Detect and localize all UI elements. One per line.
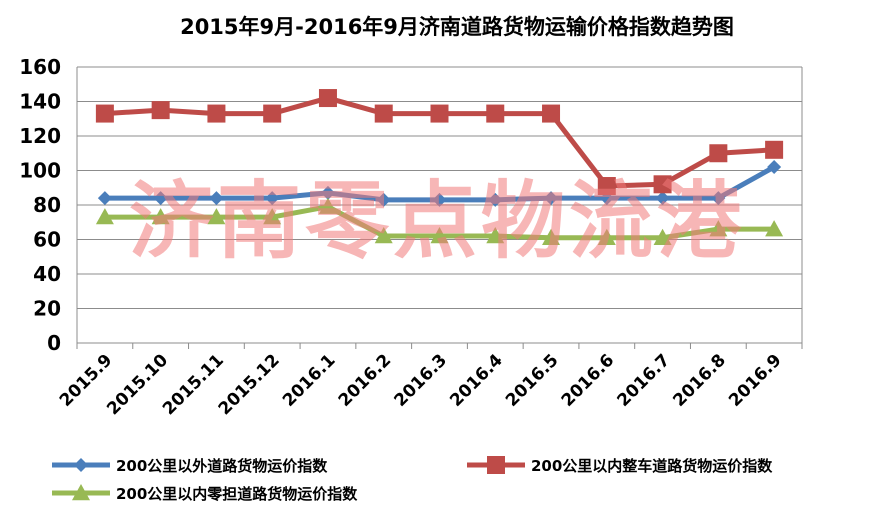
data-point [376, 192, 391, 207]
data-point [263, 104, 282, 123]
data-point [151, 208, 170, 225]
chart-title: 2015年9月-2016年9月济南道路货物运输价格指数趋势图 [180, 15, 734, 39]
data-point [207, 104, 226, 123]
x-tick-label: 2016.4 [446, 350, 507, 411]
legend-item-2: 200公里以内整车道路货物运价指数 [467, 456, 773, 475]
data-point [486, 227, 505, 244]
data-point [318, 197, 337, 214]
y-tick-label: 140 [19, 90, 61, 114]
x-tick-label: 2015.12 [215, 350, 284, 419]
legend-label: 200公里以内零担道路货物运价指数 [116, 485, 358, 503]
data-point [544, 191, 559, 206]
y-tick-label: 160 [19, 55, 61, 79]
data-point [95, 208, 114, 225]
x-tick-label: 2016.5 [502, 350, 563, 411]
data-point [709, 220, 728, 237]
data-point [709, 144, 728, 163]
series-2 [95, 89, 784, 196]
legend-label: 200公里以外道路货物运价指数 [116, 457, 328, 475]
data-point [653, 228, 672, 245]
data-point [74, 458, 88, 472]
data-point [95, 104, 114, 123]
data-point [488, 192, 503, 207]
y-tick-label: 0 [47, 331, 61, 355]
y-tick-label: 60 [33, 228, 61, 252]
x-tick-label: 2016.1 [279, 350, 340, 411]
data-point [320, 185, 335, 200]
data-point [374, 227, 393, 244]
data-point [430, 104, 449, 123]
x-tick-label: 2016.3 [391, 350, 452, 411]
data-point [542, 228, 561, 245]
x-tick-label: 2016.9 [725, 350, 786, 411]
data-point [653, 175, 672, 194]
y-axis-ticks: 0 20 40 60 80 100 120 140 160 [19, 55, 61, 355]
data-point [487, 456, 505, 474]
data-point [265, 191, 280, 206]
series-lines [95, 89, 784, 245]
data-point [597, 228, 616, 245]
data-point [153, 191, 168, 206]
legend: 200公里以外道路货物运价指数 200公里以内整车道路货物运价指数 200公里以内零… [52, 456, 773, 503]
data-point [209, 191, 224, 206]
data-point [207, 208, 226, 225]
x-axis-ticks: 2015.92015.102015.112015.122016.12016.22… [56, 350, 786, 419]
x-tick-label: 2016.6 [558, 350, 619, 411]
x-tick-label: 2016.7 [614, 350, 675, 411]
data-point [765, 220, 784, 237]
data-point [97, 191, 112, 206]
series-3 [95, 197, 784, 245]
y-tick-label: 80 [33, 193, 61, 217]
y-tick-label: 40 [33, 262, 61, 286]
data-point [151, 101, 170, 120]
data-point [430, 227, 449, 244]
data-point [374, 104, 393, 123]
data-point [263, 208, 282, 225]
legend-label: 200公里以内整车道路货物运价指数 [531, 457, 773, 475]
data-point [542, 104, 561, 123]
data-point [767, 160, 782, 175]
x-tick-label: 2016.8 [669, 350, 730, 411]
y-tick-label: 120 [19, 124, 61, 148]
data-point [318, 89, 337, 108]
data-point [711, 191, 726, 206]
y-tick-label: 100 [19, 159, 61, 183]
data-point [597, 177, 616, 196]
data-point [72, 484, 90, 501]
data-point [765, 140, 784, 159]
legend-item-1: 200公里以外道路货物运价指数 [52, 457, 328, 475]
x-tick-label: 2016.2 [335, 350, 396, 411]
legend-item-3: 200公里以内零担道路货物运价指数 [52, 484, 358, 503]
data-point [486, 104, 505, 123]
data-point [432, 192, 447, 207]
y-tick-label: 20 [33, 297, 61, 321]
data-point [655, 191, 670, 206]
watermark: 济南零点物流港 [129, 172, 745, 270]
